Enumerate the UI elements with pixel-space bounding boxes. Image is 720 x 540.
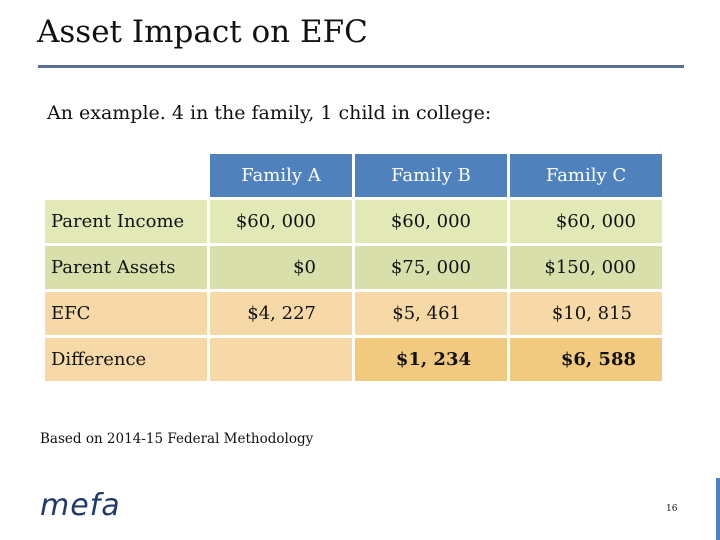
table-row-efc: EFC $4, 227 $5, 461 $10, 815: [45, 292, 662, 335]
row-label-parent-income: Parent Income: [45, 200, 207, 243]
slide-subtitle: An example. 4 in the family, 1 child in …: [47, 102, 492, 124]
header-family-b: Family B: [355, 154, 507, 197]
cell-assets-a: $0: [210, 246, 352, 289]
mefa-logo: mefa: [40, 488, 121, 523]
methodology-note: Based on 2014-15 Federal Methodology: [40, 431, 314, 447]
header-family-c: Family C: [510, 154, 662, 197]
table-header-row: Family A Family B Family C: [45, 154, 662, 197]
cell-diff-b: $1, 234: [355, 338, 507, 381]
cell-income-a: $60, 000: [210, 200, 352, 243]
page-number: 16: [666, 504, 678, 514]
table-row-difference: Difference $1, 234 $6, 588: [45, 338, 662, 381]
cell-efc-a: $4, 227: [210, 292, 352, 335]
title-divider: [38, 65, 684, 68]
right-edge-accent: [716, 478, 720, 540]
cell-efc-b: $5, 461: [355, 292, 507, 335]
table-row-parent-assets: Parent Assets $0 $75, 000 $150, 000: [45, 246, 662, 289]
cell-diff-a: [210, 338, 352, 381]
cell-diff-c: $6, 588: [510, 338, 662, 381]
slide-title: Asset Impact on EFC: [37, 14, 368, 50]
cell-assets-b: $75, 000: [355, 246, 507, 289]
header-family-a: Family A: [210, 154, 352, 197]
cell-income-b: $60, 000: [355, 200, 507, 243]
cell-assets-c: $150, 000: [510, 246, 662, 289]
row-label-difference: Difference: [45, 338, 207, 381]
row-label-parent-assets: Parent Assets: [45, 246, 207, 289]
cell-income-c: $60, 000: [510, 200, 662, 243]
efc-comparison-table: Family A Family B Family C Parent Income…: [42, 151, 665, 384]
table-corner-cell: [45, 154, 207, 197]
cell-efc-c: $10, 815: [510, 292, 662, 335]
table-row-parent-income: Parent Income $60, 000 $60, 000 $60, 000: [45, 200, 662, 243]
row-label-efc: EFC: [45, 292, 207, 335]
